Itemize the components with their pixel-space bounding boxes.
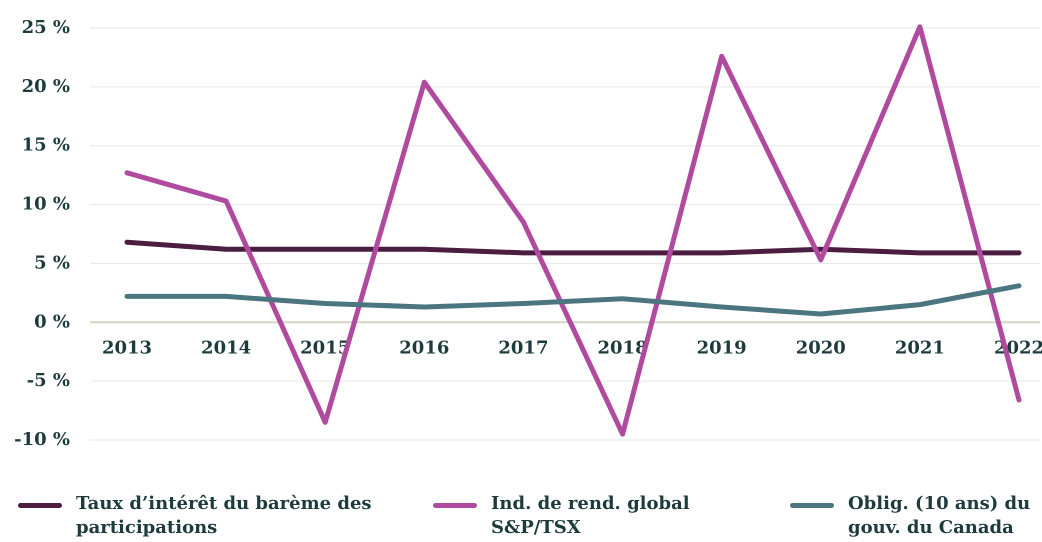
y-tick-label: 20 %	[22, 76, 70, 97]
legend-label: Taux d’intérêt du barème des participati…	[76, 493, 372, 538]
series-line	[124, 24, 1022, 437]
series-line	[124, 239, 1022, 256]
legend-item: Taux d’intérêt du barème des participati…	[18, 492, 376, 540]
x-tick-label: 2020	[796, 337, 846, 358]
legend-swatch	[18, 503, 62, 508]
legend-item: Oblig. (10 ans) du gouv. du Canada	[790, 492, 1042, 540]
legend-label: Ind. de rend. global S&P/TSX	[491, 493, 690, 538]
x-tick-label: 2018	[598, 337, 648, 358]
x-tick-label: 2013	[102, 337, 152, 358]
legend-label: Oblig. (10 ans) du gouv. du Canada	[848, 493, 1031, 538]
legend-item: Ind. de rend. global S&P/TSX	[433, 492, 741, 540]
x-tick-label: 2016	[399, 337, 449, 358]
y-tick-label: -10 %	[14, 429, 70, 450]
legend-swatch	[433, 503, 477, 508]
y-tick-label: -5 %	[27, 370, 70, 391]
x-tick-label: 2021	[895, 337, 945, 358]
x-tick-label: 2014	[201, 337, 251, 358]
x-tick-label: 2017	[498, 337, 548, 358]
y-tick-label: 25 %	[22, 17, 70, 38]
chart: -10 % -5 % 0 % 5 % 10 % 15 % 20 % 25 % 2013 2014 2…	[14, 17, 1042, 450]
legend-swatch	[790, 503, 834, 508]
y-tick-label: 5 %	[34, 252, 70, 273]
series-line	[124, 283, 1022, 317]
y-tick-label: 15 %	[22, 135, 70, 156]
x-tick-label: 2019	[697, 337, 747, 358]
x-tick-label: 2015	[300, 337, 350, 358]
y-tick-label: 10 %	[22, 194, 70, 215]
y-tick-label: 0 %	[34, 311, 70, 332]
